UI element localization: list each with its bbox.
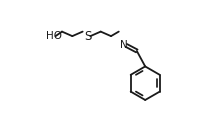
Text: N: N bbox=[120, 39, 128, 50]
Text: HO: HO bbox=[46, 31, 62, 41]
Text: S: S bbox=[84, 30, 91, 43]
